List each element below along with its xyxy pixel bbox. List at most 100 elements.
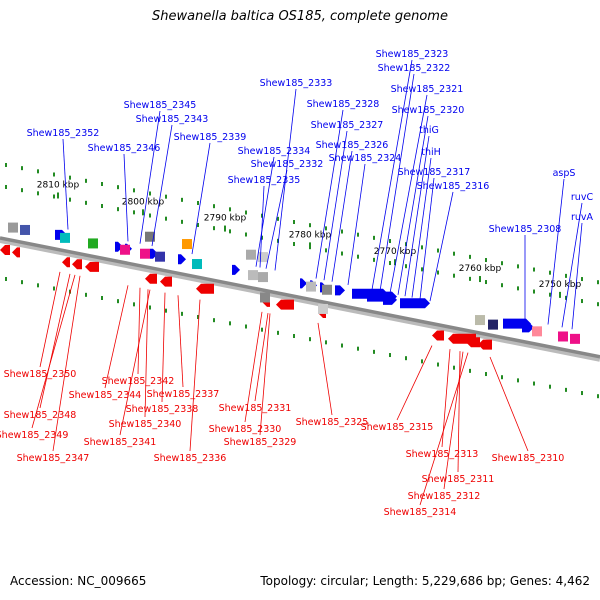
outer-tick-dot [213, 204, 215, 209]
tick-track-dot [389, 353, 391, 358]
tick-track-dot [293, 242, 295, 247]
tick-track-dot [21, 188, 23, 193]
tick-track-dot [53, 194, 55, 199]
tick-track-dot [133, 210, 135, 215]
tick-track-dot [117, 207, 119, 212]
bottom-leader-line [489, 356, 529, 452]
feature-box [8, 222, 18, 233]
kbp-tick [57, 192, 59, 199]
top-leader-line [371, 59, 413, 290]
top-gene-label: thiH [421, 147, 441, 158]
top-leader-line [323, 130, 348, 281]
kbp-label: 2790 kbp [204, 214, 247, 224]
tick-track-dot [501, 283, 503, 288]
outer-tick-dot [53, 172, 55, 177]
top-gene-label: Shew185_2322 [378, 63, 451, 74]
bottom-gene-label: Shew185_2329 [224, 437, 297, 448]
top-leader-line [151, 124, 173, 247]
top-gene-label: Shew185_2327 [311, 120, 384, 131]
top-gene-label: aspS [553, 168, 576, 179]
tick-track-dot [485, 280, 487, 285]
bottom-leader-line [52, 275, 81, 452]
bottom-gene-label: Shew185_2314 [384, 507, 457, 518]
tick-track-dot [533, 381, 535, 386]
tick-track-dot [437, 270, 439, 275]
tick-track-dot [21, 280, 23, 285]
tick-track-dot [293, 334, 295, 339]
tick-track-dot [581, 391, 583, 396]
bottom-leader-line [119, 289, 151, 436]
outer-tick-dot [373, 235, 375, 240]
reverse-gene [145, 273, 157, 284]
outer-tick-dot [421, 245, 423, 250]
tick-track-dot [469, 368, 471, 373]
tick-track-dot [373, 349, 375, 354]
tick-track-dot [421, 359, 423, 364]
bottom-leader-line [396, 345, 433, 421]
outer-tick-dot [549, 270, 551, 275]
bottom-leader-line [144, 289, 149, 418]
outer-tick-dot [405, 242, 407, 247]
reverse-gene [466, 337, 480, 348]
tick-track-dot [549, 292, 551, 297]
top-gene-label: Shew185_2332 [251, 159, 324, 170]
accession-text: Accession: NC_009665 [10, 574, 147, 588]
outer-tick-dot [469, 254, 471, 259]
tick-track-dot [437, 362, 439, 367]
tick-track-dot [53, 286, 55, 291]
forward-gene [178, 254, 186, 265]
kbp-label: 2800 kbp [122, 197, 165, 207]
reverse-gene [85, 261, 99, 272]
top-leader-line [259, 185, 265, 268]
tick-track-dot [85, 200, 87, 205]
tick-track-dot [5, 184, 7, 189]
bottom-leader-line [161, 292, 166, 403]
outer-tick-dot [245, 210, 247, 215]
bottom-gene-label: Shew185_2311 [422, 474, 495, 485]
top-gene-label: Shew185_2324 [329, 153, 402, 164]
outer-tick-dot [37, 169, 39, 174]
bottom-gene-label: Shew185_2350 [4, 369, 77, 380]
outer-tick-dot [117, 185, 119, 190]
bottom-gene-label: Shew185_2338 [126, 404, 199, 415]
tick-track-dot [117, 299, 119, 304]
outer-tick-dot [69, 175, 71, 180]
outer-tick-dot [501, 261, 503, 266]
kbp-tick [394, 259, 396, 266]
outer-tick-dot [85, 178, 87, 183]
bottom-gene-label: Shew185_2349 [0, 430, 68, 441]
bottom-gene-label: Shew185_2310 [492, 453, 565, 464]
tick-track-dot [245, 324, 247, 329]
feature-box [145, 231, 155, 242]
feature-box [306, 281, 316, 292]
bottom-gene-label: Shew185_2312 [408, 491, 481, 502]
kbp-label: 2770 kbp [374, 247, 417, 257]
feature-box [192, 259, 202, 270]
outer-tick-dot [165, 194, 167, 199]
tick-track-dot [37, 191, 39, 196]
top-leader-line [419, 177, 435, 300]
top-gene-label: Shew185_2317 [398, 167, 471, 178]
outer-tick-dot [453, 251, 455, 256]
outer-tick-dot [181, 197, 183, 202]
forward-gene [383, 294, 397, 305]
top-gene-label: Shew185_2333 [260, 78, 333, 89]
bottom-gene-label: Shew185_2337 [147, 389, 220, 400]
reverse-gene [12, 247, 20, 258]
outer-tick-dot [309, 223, 311, 228]
reverse-gene [62, 257, 70, 268]
tick-track-dot [197, 223, 199, 228]
top-leader-line [315, 109, 344, 279]
outer-tick-dot [293, 220, 295, 225]
tick-track-dot [261, 327, 263, 332]
kbp-tick [224, 225, 226, 232]
top-gene-label: Shew185_2346 [88, 143, 161, 154]
top-leader-line [429, 191, 454, 302]
top-leader-line [274, 88, 297, 271]
kbp-label: 2750 kbp [539, 280, 582, 290]
tick-track-dot [517, 286, 519, 291]
bottom-gene-label: Shew185_2341 [84, 437, 157, 448]
bottom-gene-label: Shew185_2315 [361, 422, 434, 433]
tick-track-dot [517, 378, 519, 383]
forward-gene [115, 241, 123, 252]
